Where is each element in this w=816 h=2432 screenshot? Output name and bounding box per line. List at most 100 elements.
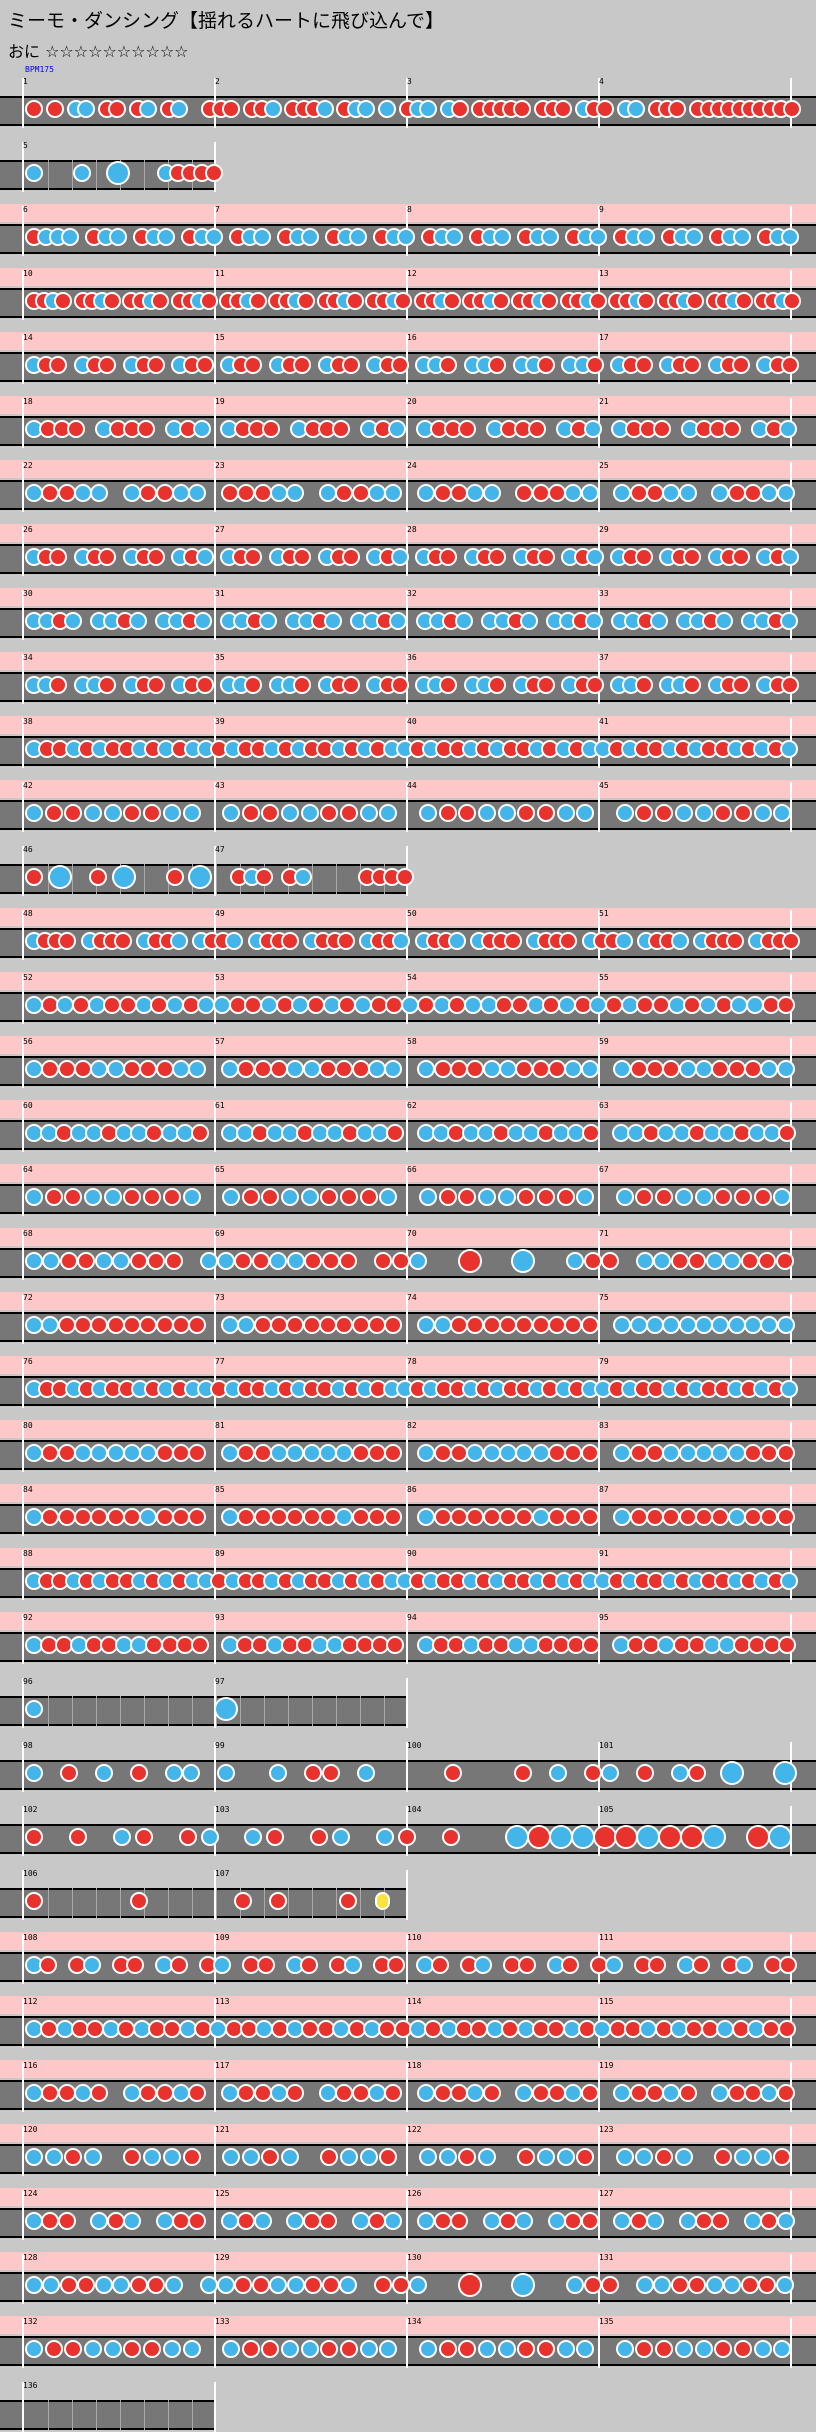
don-note — [302, 1316, 321, 1334]
ka-note — [694, 1060, 713, 1078]
measure-number: 38 — [23, 717, 33, 726]
ka-note — [566, 2276, 585, 2294]
don-note — [302, 2212, 321, 2230]
ka-note — [615, 2148, 634, 2166]
don-note — [300, 1956, 319, 1974]
don-note — [155, 1444, 174, 1462]
don-note — [482, 1316, 501, 1334]
bar-line — [22, 526, 24, 576]
ka-note — [482, 1444, 501, 1462]
ka-note — [286, 1252, 305, 1270]
measure-number: 36 — [407, 653, 417, 662]
don-note — [164, 1252, 183, 1270]
bar-line — [22, 462, 24, 512]
ka-note — [103, 804, 122, 822]
chart-row: 30 31 32 33 — [0, 588, 816, 640]
chart-row: 80 81 82 83 — [0, 1420, 816, 1472]
bar-line — [22, 270, 24, 320]
don-note — [386, 1124, 405, 1142]
ka-note — [25, 804, 43, 822]
don-note — [390, 356, 409, 374]
ka-note — [25, 1444, 43, 1462]
don-note — [98, 548, 117, 566]
ka-note — [482, 1060, 501, 1078]
don-note — [25, 1892, 43, 1910]
ka-note — [217, 1764, 235, 1782]
don-note — [634, 548, 653, 566]
beat-tick — [264, 1696, 265, 1726]
don-note — [310, 1828, 329, 1846]
big-ka-note — [510, 2273, 535, 2297]
measure-number: 105 — [599, 1805, 614, 1814]
measure-number: 124 — [23, 2189, 38, 2198]
bar-line — [598, 1166, 600, 1216]
ka-note — [221, 1188, 240, 1206]
ka-note — [94, 1764, 113, 1782]
measure-number: 70 — [407, 1229, 417, 1238]
measure-number: 107 — [215, 1869, 230, 1878]
measure-number: 39 — [215, 717, 225, 726]
chart-row: 5 — [0, 140, 223, 192]
measure-number: 48 — [23, 909, 33, 918]
measure-number: 45 — [599, 781, 609, 790]
bar-line — [22, 2190, 24, 2240]
bar-line — [406, 1678, 408, 1728]
ka-note — [670, 932, 689, 950]
chart-row: 38 39 40 41 — [0, 716, 816, 768]
measure-number: 79 — [599, 1357, 609, 1366]
bar-line — [598, 782, 600, 832]
chart-row: 76 77 78 79 — [0, 1356, 816, 1408]
don-note — [740, 2276, 759, 2294]
don-note — [205, 164, 223, 182]
ka-note — [735, 1956, 754, 1974]
bar-line — [22, 1294, 24, 1344]
ka-note — [172, 2084, 191, 2102]
ka-note — [384, 2212, 403, 2230]
don-note — [782, 100, 801, 118]
don-note — [188, 2084, 207, 2102]
don-note — [714, 1188, 733, 1206]
ka-note — [157, 228, 175, 246]
don-note — [554, 100, 573, 118]
ka-note — [723, 1252, 742, 1270]
measure-number: 82 — [407, 1421, 417, 1430]
bar-line — [22, 974, 24, 1024]
bar-line — [214, 1038, 216, 1088]
measure-number: 19 — [215, 397, 225, 406]
beat-tick — [72, 1696, 73, 1726]
bar-line — [214, 1422, 216, 1472]
ka-note — [90, 484, 109, 502]
ka-note — [779, 1380, 798, 1398]
don-note — [77, 2276, 96, 2294]
bar-line — [598, 1486, 600, 1536]
gogo-band — [0, 268, 816, 286]
beat-tick — [168, 2400, 169, 2430]
don-note — [222, 100, 241, 118]
ka-note — [389, 612, 408, 630]
don-note — [39, 1956, 58, 1974]
measure-number: 24 — [407, 461, 417, 470]
don-note — [384, 1508, 403, 1526]
ka-note — [482, 484, 501, 502]
don-note — [645, 1444, 664, 1462]
ka-note — [615, 1188, 634, 1206]
don-note — [57, 1444, 76, 1462]
ka-note — [674, 2148, 693, 2166]
don-note — [319, 1508, 338, 1526]
ka-note — [315, 100, 334, 118]
bar-line — [406, 590, 408, 640]
gogo-band — [0, 1356, 816, 1374]
measure-number: 33 — [599, 589, 609, 598]
don-note — [74, 1508, 93, 1526]
don-note — [340, 2340, 359, 2358]
don-note — [234, 2276, 253, 2294]
beat-tick — [360, 1696, 361, 1726]
don-note — [580, 1508, 599, 1526]
don-note — [253, 1508, 272, 1526]
don-note — [59, 1764, 78, 1782]
don-note — [244, 356, 263, 374]
ka-note — [84, 2148, 103, 2166]
bar-line — [22, 1614, 24, 1664]
measure-number: 84 — [23, 1485, 33, 1494]
measure-number: 4 — [599, 77, 604, 86]
